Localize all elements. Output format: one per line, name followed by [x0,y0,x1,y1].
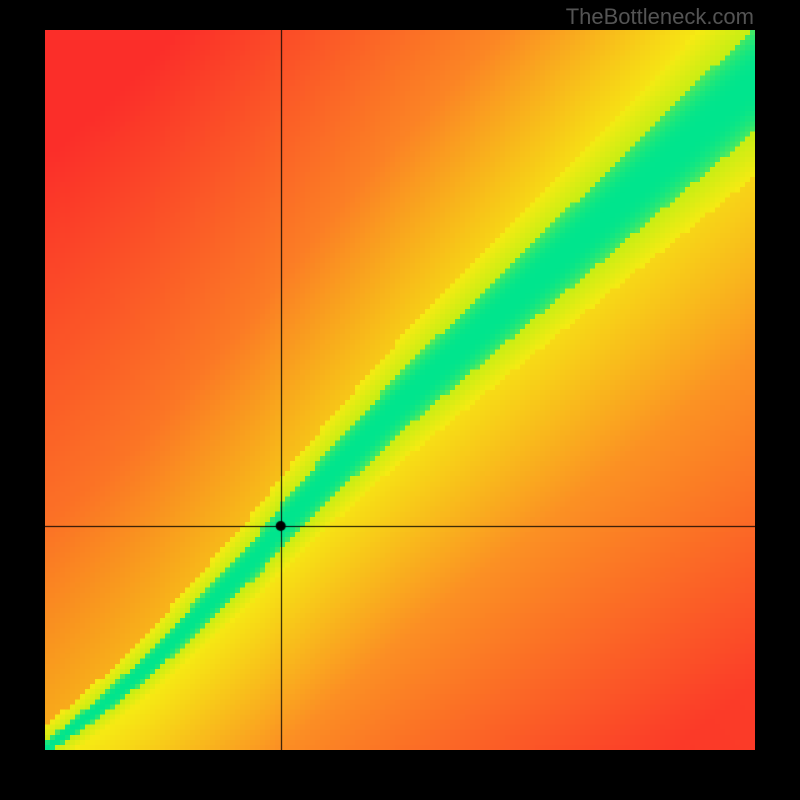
watermark-text: TheBottleneck.com [566,4,754,30]
chart-stage: TheBottleneck.com [0,0,800,800]
crosshair-overlay [45,30,755,750]
